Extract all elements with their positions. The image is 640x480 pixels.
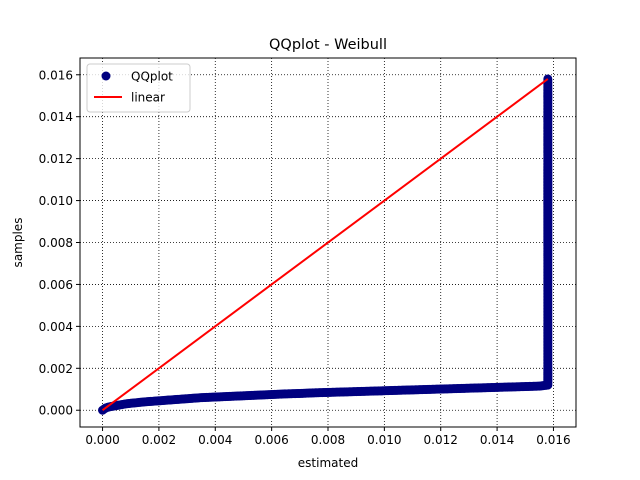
x-tick-label: 0.004	[198, 433, 232, 447]
chart-title: QQplot - Weibull	[269, 37, 387, 53]
y-tick-label: 0.004	[39, 320, 73, 334]
x-tick-label: 0.014	[480, 433, 514, 447]
legend-label-linear: linear	[131, 91, 165, 105]
x-axis-label: estimated	[298, 456, 358, 470]
x-tick-label: 0.008	[311, 433, 345, 447]
y-tick-label: 0.012	[39, 152, 73, 166]
axis-ticks: 0.000 0.002 0.004 0.006 0.008 0.010 0.012 0.014…	[39, 68, 571, 447]
data-layer	[98, 74, 553, 415]
legend-label-qqplot: QQplot	[131, 70, 173, 84]
y-tick-label: 0.016	[39, 68, 73, 82]
x-tick-label: 0.006	[254, 433, 288, 447]
y-tick-label: 0.014	[39, 110, 73, 124]
x-tick-label: 0.012	[424, 433, 458, 447]
qq-point	[543, 75, 553, 85]
linear-reference-line	[101, 78, 549, 412]
x-tick-label: 0.002	[142, 433, 176, 447]
x-tick-label: 0.010	[367, 433, 401, 447]
y-tick-label: 0.002	[39, 362, 73, 376]
y-tick-label: 0.006	[39, 278, 73, 292]
x-tick-label: 0.016	[536, 433, 570, 447]
legend: QQplot linear	[86, 63, 191, 113]
y-tick-label: 0.000	[39, 404, 73, 418]
y-tick-label: 0.010	[39, 194, 73, 208]
legend-marker-qqplot	[101, 71, 111, 81]
y-axis-label: samples	[11, 218, 25, 268]
x-tick-label: 0.000	[85, 433, 119, 447]
legend-box	[86, 63, 191, 113]
y-tick-label: 0.008	[39, 236, 73, 250]
